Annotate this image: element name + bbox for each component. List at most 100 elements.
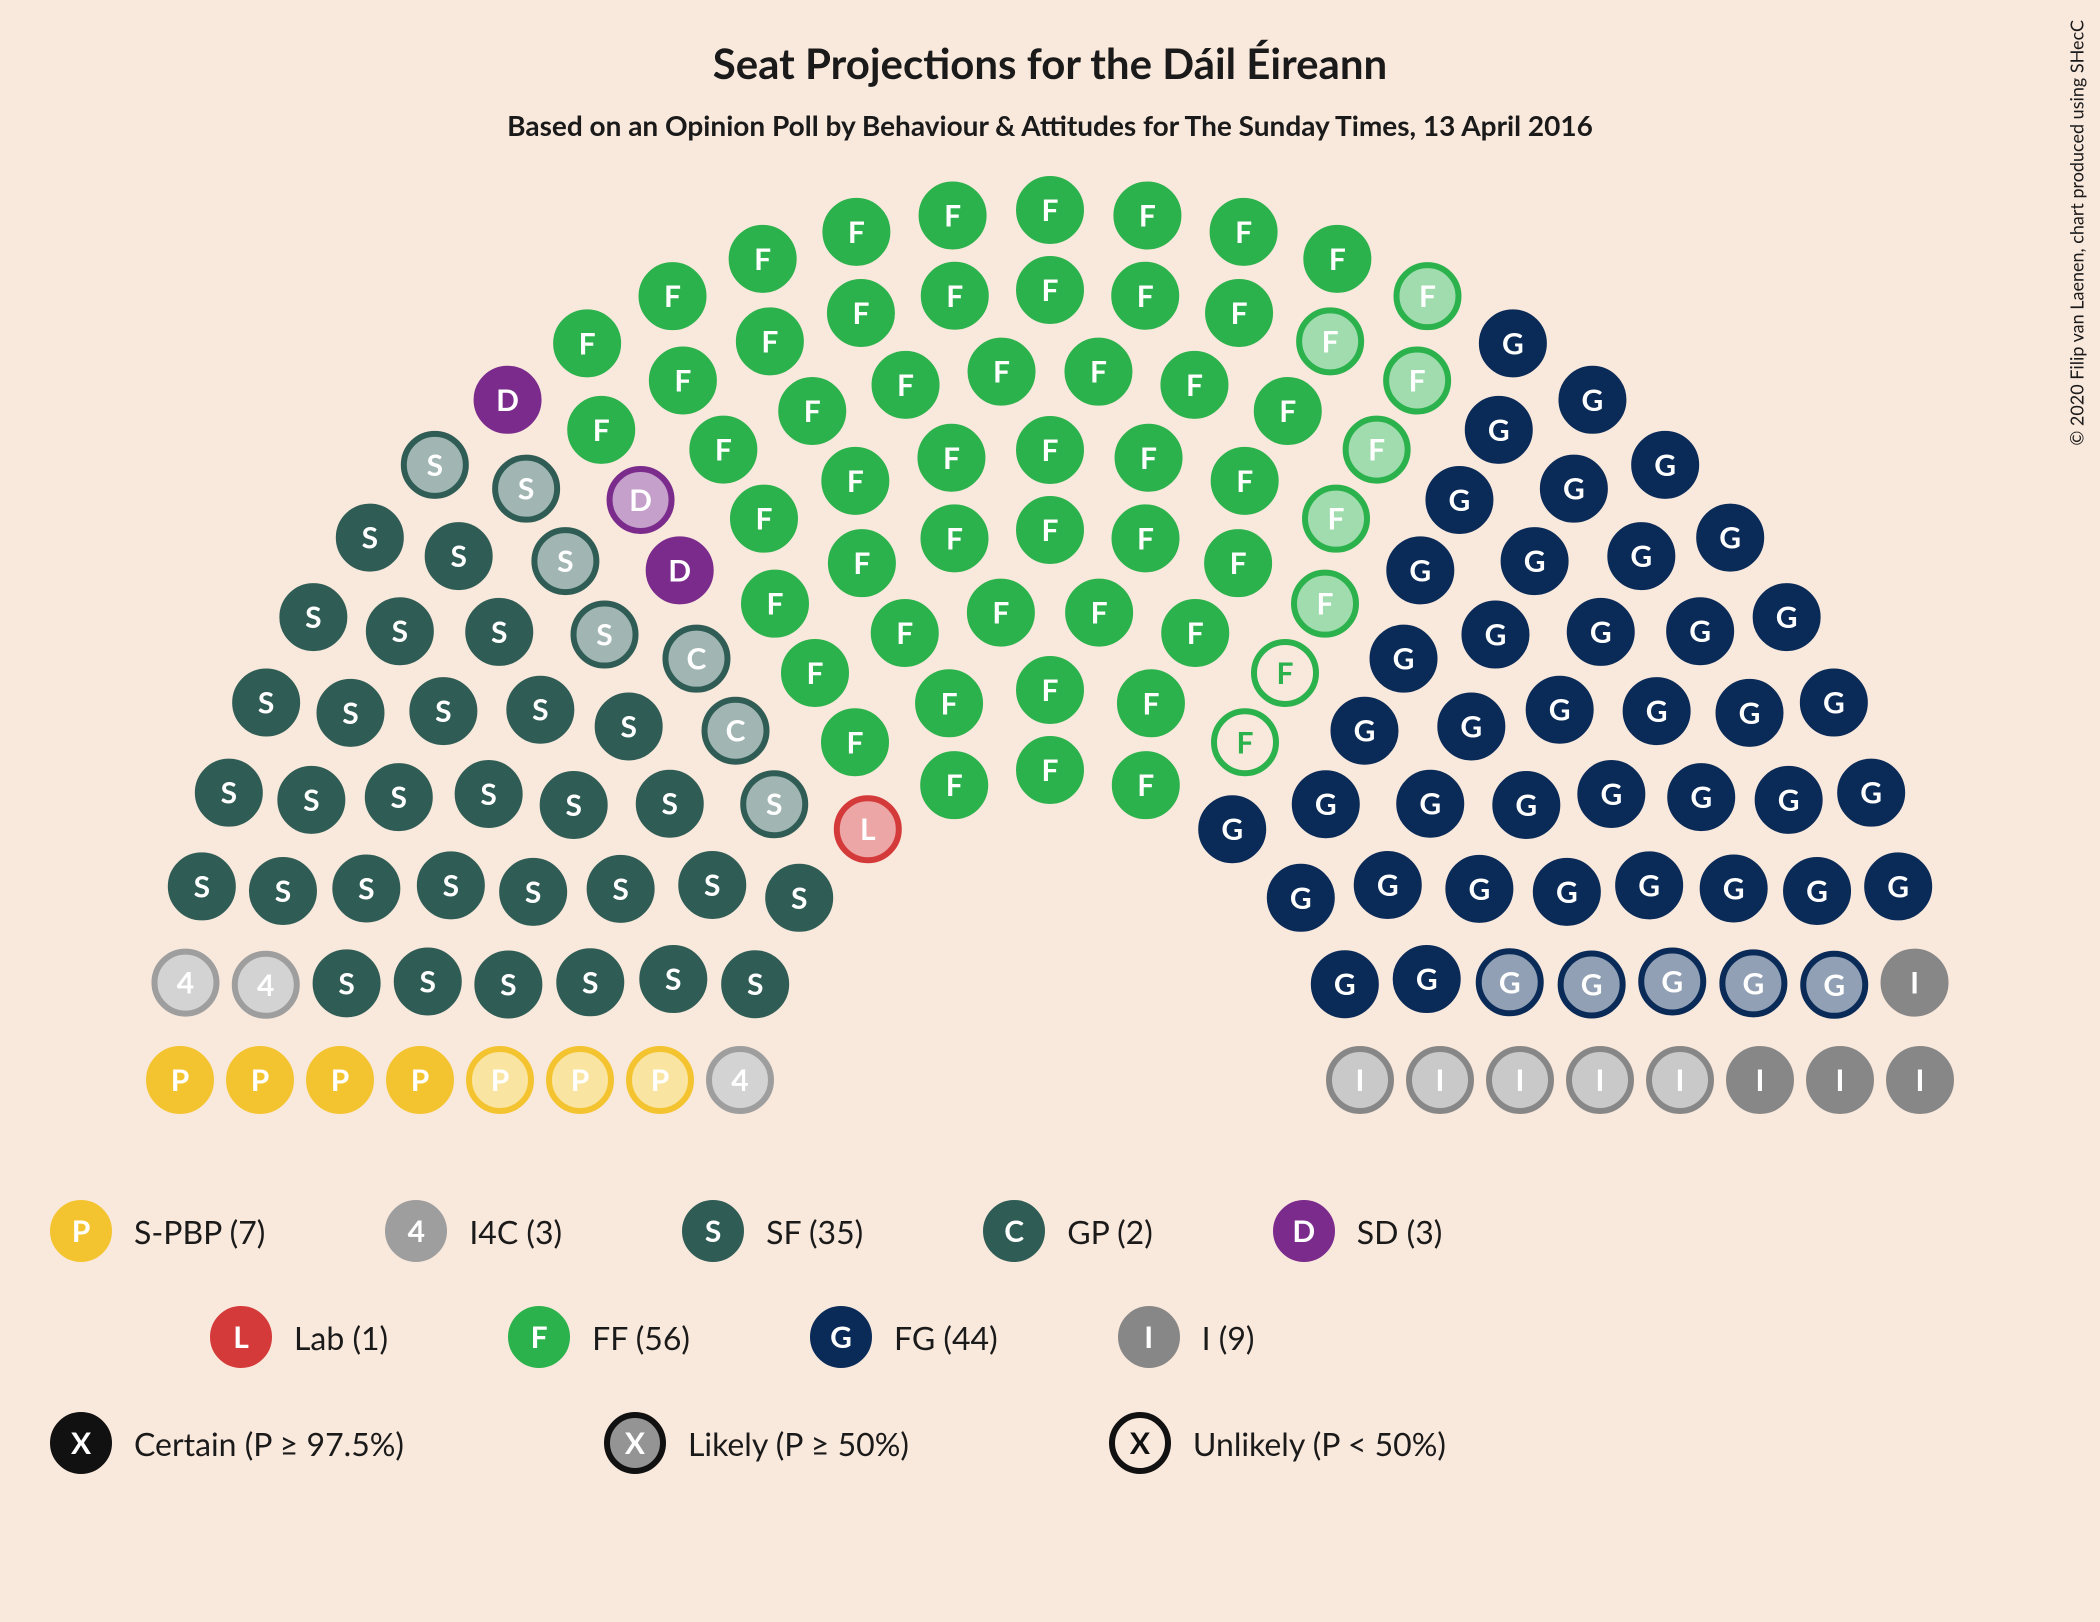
svg-text:G: G [1315, 786, 1337, 822]
seat: S [397, 950, 459, 1012]
seat: F [922, 184, 984, 246]
svg-text:C: C [687, 641, 707, 677]
svg-text:F: F [941, 685, 958, 721]
seat: F [1019, 659, 1081, 721]
svg-text:F: F [946, 520, 963, 556]
seat: F [781, 380, 843, 442]
seat: G [1634, 434, 1696, 496]
seat: G [1803, 954, 1865, 1016]
svg-text:G: G [1354, 713, 1376, 749]
seat: S [428, 525, 490, 587]
seat: I [1649, 1049, 1711, 1111]
svg-text:D: D [668, 552, 691, 588]
seat: F [920, 427, 982, 489]
svg-text:G: G [1690, 779, 1712, 815]
svg-text:S: S [791, 880, 807, 916]
seat: G [1699, 507, 1761, 569]
seat: F [1213, 201, 1275, 263]
svg-text:G: G [1860, 775, 1882, 811]
seat: S [543, 774, 605, 836]
svg-text:P: P [571, 1062, 590, 1098]
seat: F [1019, 179, 1081, 241]
seat: G [1719, 682, 1781, 744]
svg-text:G: G [1661, 963, 1683, 999]
seat: I [1489, 1049, 1551, 1111]
seat: G [1670, 766, 1732, 828]
seat: G [1389, 539, 1451, 601]
seat: G [1758, 769, 1820, 831]
svg-text:I: I [1596, 1062, 1605, 1098]
svg-text:F: F [1042, 512, 1059, 548]
svg-text:F: F [1235, 214, 1252, 250]
svg-text:G: G [1630, 538, 1652, 574]
svg-text:F: F [1279, 393, 1296, 429]
seat: F [1116, 184, 1178, 246]
svg-text:F: F [664, 278, 681, 314]
svg-text:F: F [1042, 192, 1059, 228]
svg-text:S: S [766, 786, 782, 822]
legend-item: II (9) [1118, 1306, 1255, 1368]
svg-text:F: F [992, 595, 1009, 631]
svg-text:F: F [1042, 752, 1059, 788]
svg-text:S: S [565, 787, 581, 823]
seat: G [1641, 950, 1703, 1012]
seat: L [837, 798, 899, 860]
svg-text:S: S [662, 786, 678, 822]
legend-label: GP (2) [1067, 1212, 1153, 1251]
legend-item: PS-PBP (7) [50, 1200, 265, 1262]
seat: F [744, 573, 806, 635]
svg-text:F: F [897, 367, 914, 403]
seat: G [1580, 763, 1642, 825]
svg-text:S: S [392, 613, 408, 649]
svg-text:F: F [715, 432, 732, 468]
svg-text:F: F [946, 767, 963, 803]
seat: G [1561, 953, 1623, 1015]
seat: F [924, 265, 986, 327]
legend-swatch: L [210, 1306, 272, 1368]
seat: S [642, 948, 704, 1010]
seat: F [824, 711, 886, 773]
hemicycle-chart: PPPPPPP444SSSSSSSSSSSSSSSSSSSSSSSSSSSSSS… [0, 140, 2100, 1140]
seat: S [768, 867, 830, 929]
seat: G [1561, 369, 1623, 431]
legend-item: LLab (1) [210, 1306, 388, 1368]
legend: PS-PBP (7)4I4C (3)SSF (35)CGP (2)DSD (3)… [50, 1200, 2050, 1474]
seat: I [1809, 1049, 1871, 1111]
svg-text:S: S [420, 963, 436, 999]
svg-text:G: G [1887, 868, 1909, 904]
svg-text:4: 4 [177, 965, 194, 1001]
svg-text:G: G [1515, 787, 1537, 823]
seat: S [280, 769, 342, 831]
page: Seat Projections for the Dáil Éireann Ba… [0, 0, 2100, 1622]
svg-text:F: F [1091, 595, 1108, 631]
seat: 4 [154, 952, 216, 1014]
svg-text:G: G [1409, 552, 1431, 588]
svg-text:G: G [1581, 966, 1603, 1002]
svg-text:4: 4 [257, 967, 274, 1003]
seat: F [739, 310, 801, 372]
svg-text:S: S [500, 966, 516, 1002]
svg-text:F: F [1042, 432, 1059, 468]
legend-swatch: D [1273, 1200, 1335, 1262]
svg-text:F: F [754, 241, 771, 277]
svg-text:F: F [761, 323, 778, 359]
svg-text:G: G [1290, 880, 1312, 916]
svg-text:C: C [726, 713, 746, 749]
legend-label: I (9) [1202, 1318, 1255, 1357]
seat: S [598, 695, 660, 757]
svg-text:F: F [1137, 520, 1154, 556]
svg-text:4: 4 [731, 1062, 748, 1098]
seat: F [831, 532, 893, 594]
svg-text:G: G [1739, 695, 1761, 731]
svg-text:G: G [1416, 961, 1438, 997]
seat: F [642, 265, 704, 327]
svg-text:P: P [651, 1062, 670, 1098]
svg-text:G: G [1485, 617, 1507, 653]
legend-item: 4I4C (3) [385, 1200, 562, 1262]
seat: F [1254, 642, 1316, 704]
svg-text:S: S [612, 871, 628, 907]
svg-text:S: S [443, 867, 459, 903]
prob-swatch: X [604, 1412, 666, 1474]
svg-text:F: F [804, 393, 821, 429]
legend-label: SF (35) [766, 1212, 863, 1251]
